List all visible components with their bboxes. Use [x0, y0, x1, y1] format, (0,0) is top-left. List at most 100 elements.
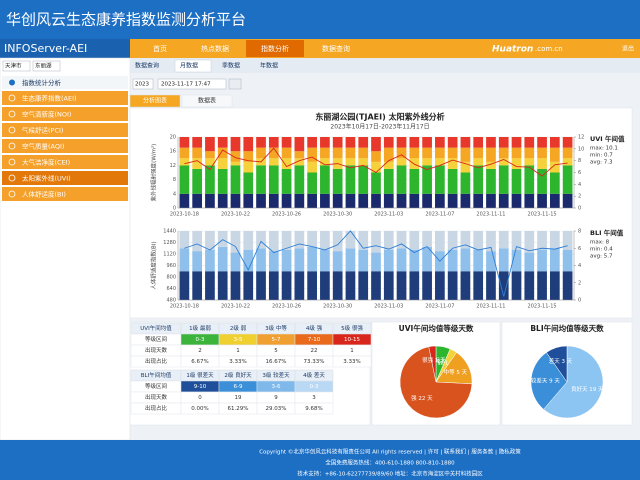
bar-segment	[435, 193, 445, 208]
x-tick-label: 2023-10-30	[323, 304, 352, 310]
bar-segment	[473, 137, 484, 148]
table-cell-text: 19	[235, 395, 242, 401]
subtab-label[interactable]: 年数据	[260, 62, 278, 70]
table-cell-text: 3.33%	[229, 359, 246, 365]
menu-item-label[interactable]: 生态康养指数(AEI)	[22, 94, 77, 103]
menu-icon	[8, 190, 16, 198]
select-value[interactable]: 东丽湖	[35, 62, 52, 70]
bar-segment	[294, 271, 305, 300]
bar-segment	[217, 193, 228, 208]
bar-segment	[562, 165, 573, 194]
menu-item-label[interactable]: 人体舒适度(BI)	[22, 190, 66, 199]
table-header: BLI午间均值	[141, 371, 172, 379]
year-select[interactable]	[132, 78, 154, 90]
y-tick-label: 1120	[163, 252, 176, 258]
nav-tab[interactable]	[246, 40, 304, 57]
y2-tick-label: 4	[578, 263, 581, 269]
menu-item[interactable]	[2, 107, 128, 121]
legend-stat: avg: 5.7	[590, 254, 613, 260]
year-value[interactable]: 2023	[135, 82, 149, 88]
menu-item[interactable]	[2, 123, 128, 137]
table-cell-text: 出现占比	[145, 404, 168, 412]
bar-segment	[256, 165, 266, 194]
datetime-input[interactable]	[157, 78, 227, 90]
menu-icon	[8, 126, 16, 134]
datetime-value[interactable]: 2023-11-17 17:47	[161, 82, 211, 88]
bar-segment	[486, 137, 496, 148]
y2-tick-label: 8	[578, 229, 581, 235]
menu-item[interactable]	[2, 171, 128, 185]
view-tab-label[interactable]: 分析图表	[143, 97, 167, 105]
bar-segment	[524, 137, 535, 148]
bar-segment	[396, 165, 407, 194]
menu-item-label[interactable]: 太阳紫外线(UVI)	[22, 174, 71, 183]
bar-segment	[498, 158, 509, 166]
subtab-label[interactable]: 季数据	[222, 62, 240, 70]
bar-segment	[281, 137, 292, 148]
pie-label: 良好天 19 天	[571, 385, 604, 393]
table-cell-text: 等级区间	[145, 382, 167, 390]
bar-segment	[332, 168, 343, 194]
nav-tab-label[interactable]: 数据查询	[322, 44, 350, 53]
legend-title: BLI 午间值	[590, 228, 624, 237]
subtab-label[interactable]: 月数据	[180, 62, 198, 70]
bar-segment	[511, 158, 522, 169]
nav-tab-label[interactable]: 首页	[153, 44, 167, 53]
bar-segment	[549, 193, 560, 208]
table-cell-text: 9-10	[194, 384, 207, 390]
bar-segment	[307, 231, 317, 247]
bar-segment	[345, 147, 356, 159]
menu-item-label[interactable]: 大气洁净度(CEI)	[22, 158, 70, 167]
bar-segment	[498, 231, 509, 249]
bar-segment	[460, 161, 471, 173]
x-tick-label: 2023-10-22	[221, 212, 250, 218]
chart-title: 东丽湖公园(TJAEI) 太阳紫外线分析	[315, 112, 444, 122]
bar-segment	[473, 165, 484, 194]
bar-segment	[217, 168, 228, 194]
subtab-active[interactable]	[174, 59, 212, 73]
query-button[interactable]	[228, 78, 242, 90]
menu-item-label[interactable]: 气候舒适(PCI)	[22, 126, 63, 135]
bar-segment	[383, 193, 394, 208]
select-value[interactable]: 天津市	[5, 62, 22, 70]
y-tick-label: 960	[166, 263, 176, 269]
bar-segment	[179, 137, 190, 148]
bar-segment	[537, 193, 547, 208]
nav-tab-label[interactable]: 指数分析	[261, 44, 289, 53]
bar-segment	[460, 231, 471, 249]
bar-segment	[243, 249, 254, 272]
table-header: 4级 差天	[303, 371, 325, 379]
bar-segment	[179, 248, 190, 272]
bar-segment	[383, 231, 394, 250]
bar-segment	[562, 193, 573, 208]
footer-line: 技术支持：+86-10-62277739/89/60 地址：北京市海淀区中关村科…	[297, 470, 483, 478]
bar-segment	[396, 137, 407, 148]
menu-item[interactable]	[2, 139, 128, 153]
bar-segment	[345, 158, 356, 166]
bar-segment	[524, 252, 535, 272]
menu-item[interactable]	[2, 187, 128, 201]
bar-segment	[320, 249, 330, 272]
logout[interactable]: 退出	[622, 45, 634, 53]
bar-segment	[511, 137, 522, 148]
nav-tab-label[interactable]: 热点数据	[201, 44, 229, 53]
menu-item[interactable]	[2, 155, 128, 169]
view-tab[interactable]	[181, 94, 233, 108]
menu-item-label[interactable]: 空气质量(AQI)	[22, 142, 64, 151]
menu-item[interactable]	[2, 91, 128, 105]
index-line	[184, 147, 568, 177]
bar-segment	[192, 158, 203, 169]
pie-label: 弱 1 天	[437, 360, 455, 367]
bar-segment	[422, 147, 432, 159]
bar-segment	[320, 147, 330, 159]
footer-line: Copyright ©北京华创风云科技有限责任公司 All rights res…	[259, 448, 521, 456]
select[interactable]	[2, 60, 31, 72]
select[interactable]	[32, 60, 61, 72]
menu-item-label[interactable]: 空气清新度(NOI)	[22, 110, 71, 119]
bar-segment	[371, 151, 381, 162]
view-tab[interactable]	[129, 94, 181, 108]
subtab-label[interactable]: 数据查询	[135, 62, 159, 70]
view-tab-label[interactable]: 数据表	[198, 97, 216, 105]
bar-segment	[511, 168, 522, 194]
bar-segment	[409, 249, 420, 272]
